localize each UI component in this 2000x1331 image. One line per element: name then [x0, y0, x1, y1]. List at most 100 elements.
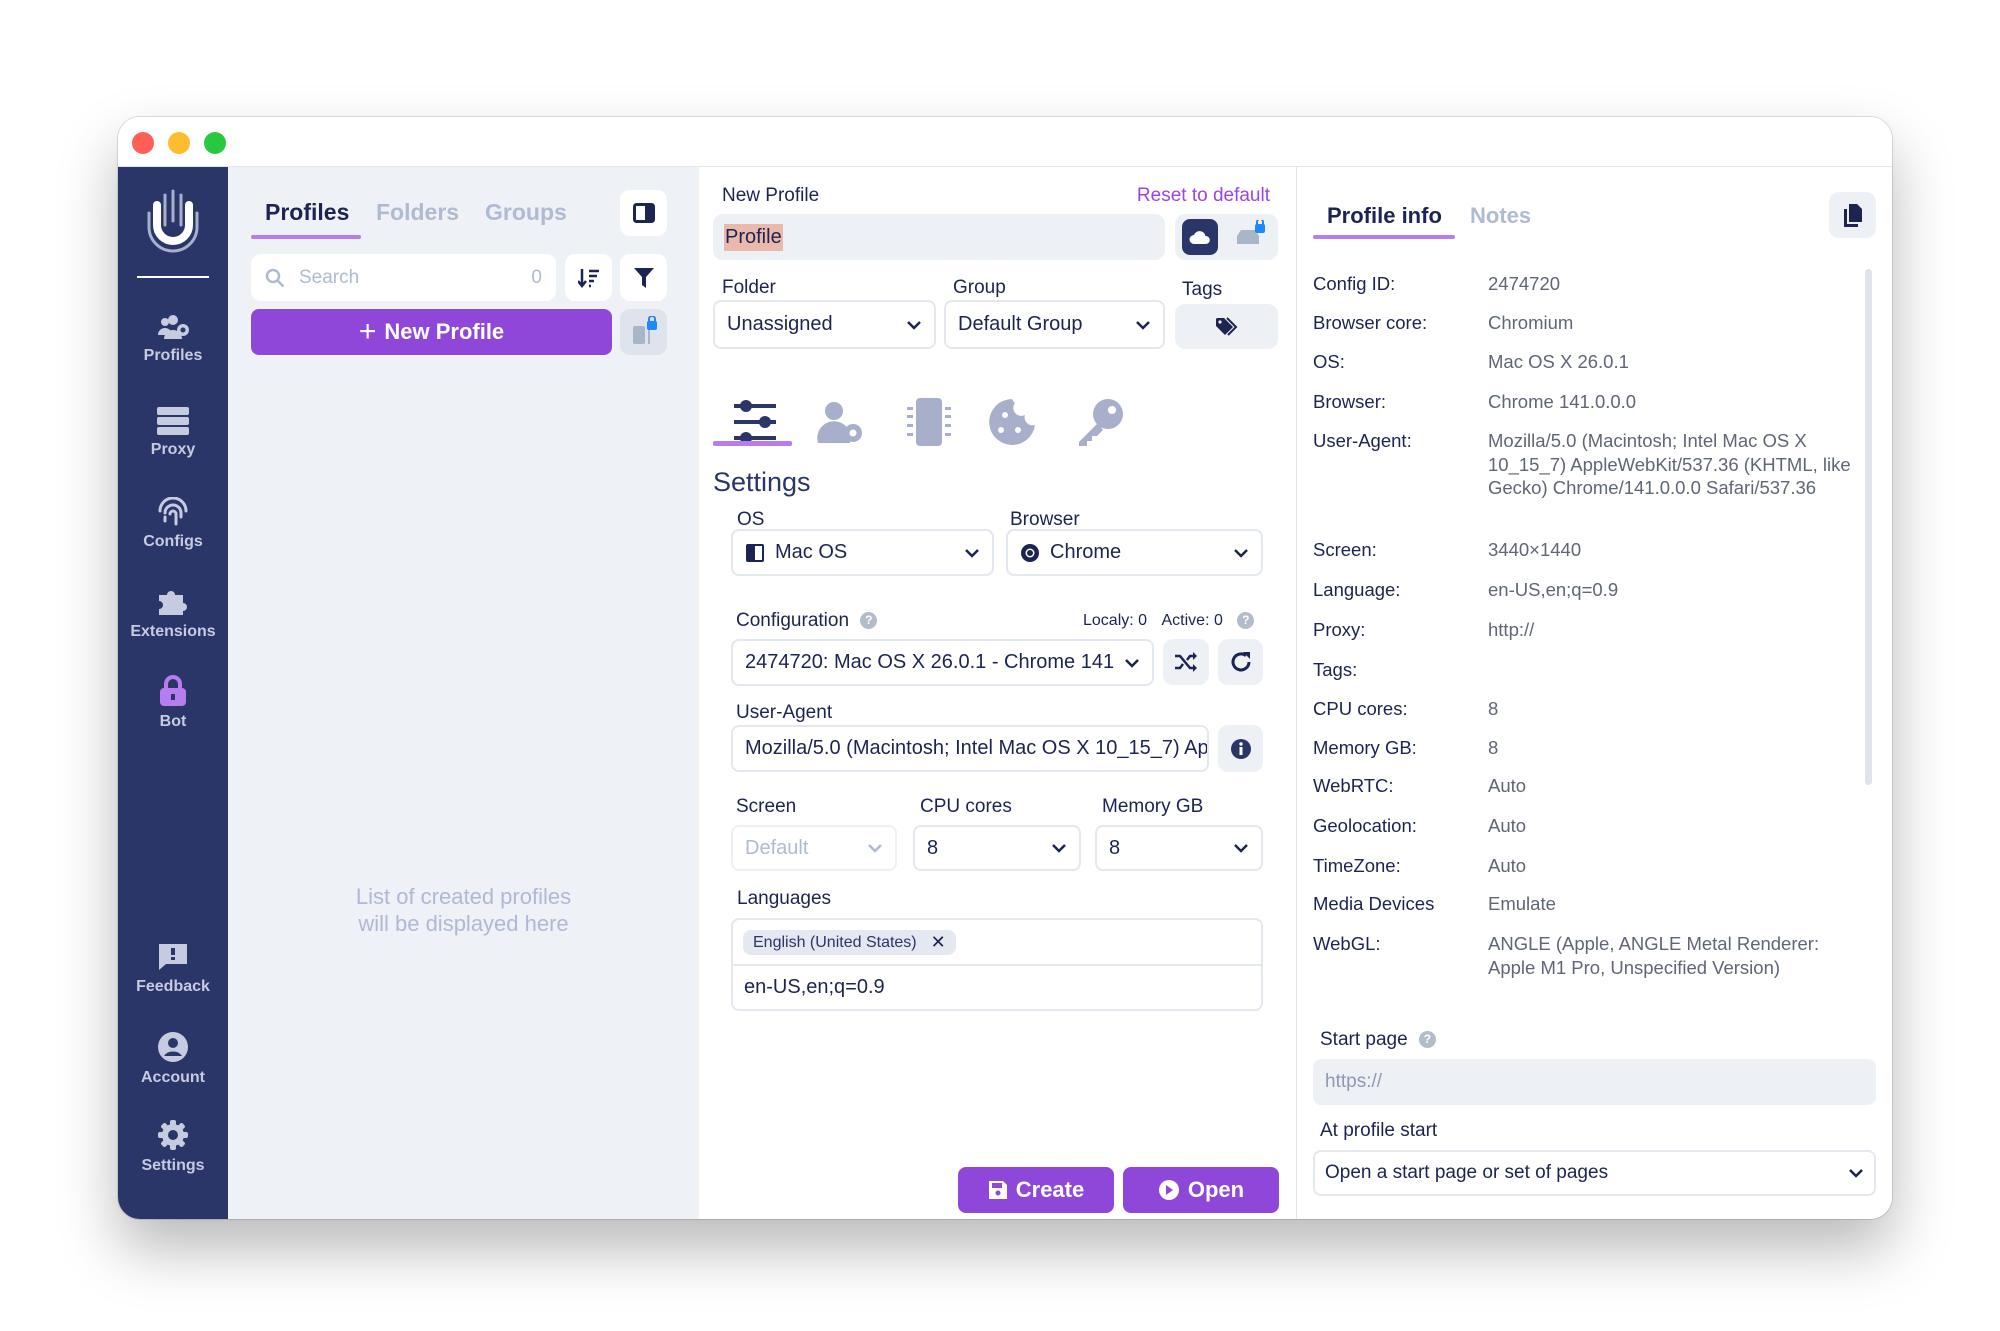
configuration-select[interactable]: 2474720: Mac OS X 26.0.1 - Chrome 141 — [731, 639, 1154, 686]
sidebar-toggle-icon — [632, 203, 655, 223]
info-key: WebRTC: — [1313, 775, 1394, 796]
open-button[interactable]: Open — [1123, 1167, 1279, 1213]
active-tab-indicator — [1313, 235, 1455, 239]
memory-select[interactable]: 8 — [1095, 825, 1263, 871]
open-label: Open — [1187, 1177, 1245, 1202]
sort-button[interactable] — [565, 254, 612, 301]
sidebar-item-account[interactable]: Account — [118, 1031, 228, 1087]
profile-info-list: Config ID: 2474720 Browser core: Chromium OS… — [1297, 262, 1877, 1007]
sidebar-item-configs[interactable]: Configs — [118, 497, 228, 551]
lock-icon — [160, 675, 186, 706]
sort-icon — [577, 268, 599, 288]
browser-select[interactable]: Chrome — [1006, 529, 1263, 576]
profile-name-input[interactable]: Profile — [713, 214, 1165, 260]
tab-hardware[interactable] — [905, 397, 953, 452]
at-profile-start-select[interactable]: Open a start page or set of pages — [1313, 1150, 1876, 1196]
profile-name-value: Profile — [724, 223, 783, 251]
cloud-storage-button[interactable] — [1182, 219, 1218, 255]
os-select[interactable]: Mac OS — [731, 529, 994, 576]
reset-to-default-link[interactable]: Reset to default — [1136, 185, 1270, 206]
app-window: Profiles Proxy Configs Extensions Bot Fe… — [118, 117, 1892, 1219]
language-chip-label: English (United States) — [753, 933, 917, 951]
sidebar-item-bot[interactable]: Bot — [118, 675, 228, 731]
locked-feature-button[interactable] — [620, 309, 667, 355]
active-count: Active: 0 — [1161, 612, 1223, 629]
folder-label: Folder — [722, 277, 776, 298]
empty-line-1: List of created profiles — [355, 884, 572, 909]
copy-info-button[interactable] — [1829, 192, 1876, 238]
info-key: Browser core: — [1313, 312, 1428, 333]
info-key: OS: — [1313, 351, 1345, 372]
screen-label: Screen — [736, 796, 797, 817]
tab-cookies[interactable] — [987, 397, 1037, 452]
user-agent-info-button[interactable] — [1218, 725, 1263, 772]
group-select[interactable]: Default Group — [944, 300, 1165, 349]
screen-select[interactable]: Default — [731, 825, 897, 871]
info-key: Geolocation: — [1313, 815, 1417, 836]
chevron-down-icon — [1234, 548, 1248, 558]
tab-notes[interactable]: Notes — [1470, 203, 1532, 228]
active-tab-indicator — [251, 235, 361, 239]
chevron-down-icon — [868, 844, 882, 853]
plus-icon: + — [358, 315, 377, 348]
new-profile-button[interactable]: + New Profile — [251, 309, 612, 355]
minimize-window-button[interactable] — [168, 132, 190, 154]
app-logo — [147, 189, 199, 253]
help-icon[interactable]: ? — [1237, 612, 1255, 630]
os-value: Mac OS — [775, 541, 848, 563]
info-key: Config ID: — [1313, 273, 1396, 294]
user-gear-icon — [817, 402, 862, 443]
languages-field[interactable]: English (United States) ✕ en-US,en;q=0.9 — [731, 918, 1263, 1011]
remove-language-icon[interactable]: ✕ — [930, 932, 946, 952]
gear-icon — [158, 1120, 188, 1150]
randomize-config-button[interactable] — [1163, 639, 1209, 685]
storage-toggle — [1175, 214, 1278, 260]
info-scrollbar[interactable] — [1865, 269, 1872, 785]
info-value: Chromium — [1488, 312, 1574, 333]
help-icon[interactable]: ? — [1418, 1031, 1436, 1049]
start-page-label: Start page ? — [1320, 1029, 1436, 1051]
sidebar-item-label: Configs — [143, 533, 203, 550]
filter-button[interactable] — [620, 254, 667, 301]
tab-folders[interactable]: Folders — [376, 199, 460, 225]
screen-value: Default — [745, 836, 809, 859]
sidebar-item-label: Account — [141, 1069, 205, 1086]
tab-profiles[interactable]: Profiles — [265, 199, 350, 225]
sidebar-item-settings[interactable]: Settings — [118, 1119, 228, 1175]
cpu-select[interactable]: 8 — [913, 825, 1081, 871]
empty-line-2: will be displayed here — [358, 911, 569, 936]
sidebar-divider — [137, 276, 209, 278]
start-page-label-text: Start page — [1320, 1029, 1408, 1050]
key-icon — [1079, 399, 1123, 446]
close-window-button[interactable] — [132, 132, 154, 154]
info-value: 2474720 — [1488, 273, 1561, 294]
locked-drive-icon — [1237, 218, 1265, 244]
accept-language-input[interactable]: en-US,en;q=0.9 — [744, 976, 885, 998]
tags-button[interactable] — [1175, 304, 1278, 349]
sidebar-item-feedback[interactable]: Feedback — [118, 942, 228, 996]
user-agent-input[interactable]: Mozilla/5.0 (Macintosh; Intel Mac OS X 1… — [731, 725, 1209, 772]
sidebar-item-proxy[interactable]: Proxy — [118, 407, 228, 459]
tab-identity[interactable] — [816, 399, 866, 450]
info-value: Chrome 141.0.0.0 — [1488, 391, 1637, 412]
folder-select[interactable]: Unassigned — [713, 300, 936, 349]
sidebar-item-profiles[interactable]: Profiles — [118, 315, 228, 365]
maximize-window-button[interactable] — [204, 132, 226, 154]
sidebar-item-extensions[interactable]: Extensions — [118, 587, 228, 641]
search-input[interactable]: Search 0 — [251, 254, 556, 301]
create-button[interactable]: Create — [958, 1167, 1114, 1213]
refresh-config-button[interactable] — [1218, 639, 1263, 685]
chevron-down-icon — [1234, 844, 1248, 853]
help-icon[interactable]: ? — [860, 612, 878, 630]
configuration-label-text: Configuration — [736, 610, 850, 631]
info-value: Mac OS X 26.0.1 — [1488, 351, 1629, 372]
local-storage-button[interactable] — [1235, 218, 1267, 253]
info-key: Tags: — [1313, 659, 1358, 680]
toggle-panel-button[interactable] — [620, 190, 667, 236]
tab-groups[interactable]: Groups — [485, 199, 567, 225]
info-value: Mozilla/5.0 (Macintosh; Intel Mac OS X 1… — [1488, 430, 1851, 498]
start-page-input[interactable]: https:// — [1313, 1059, 1876, 1105]
tab-profile-info[interactable]: Profile info — [1327, 203, 1442, 228]
profile-list-panel: Profiles Folders Groups Search 0 + New P… — [228, 167, 699, 1219]
tab-keys[interactable] — [1076, 397, 1126, 452]
